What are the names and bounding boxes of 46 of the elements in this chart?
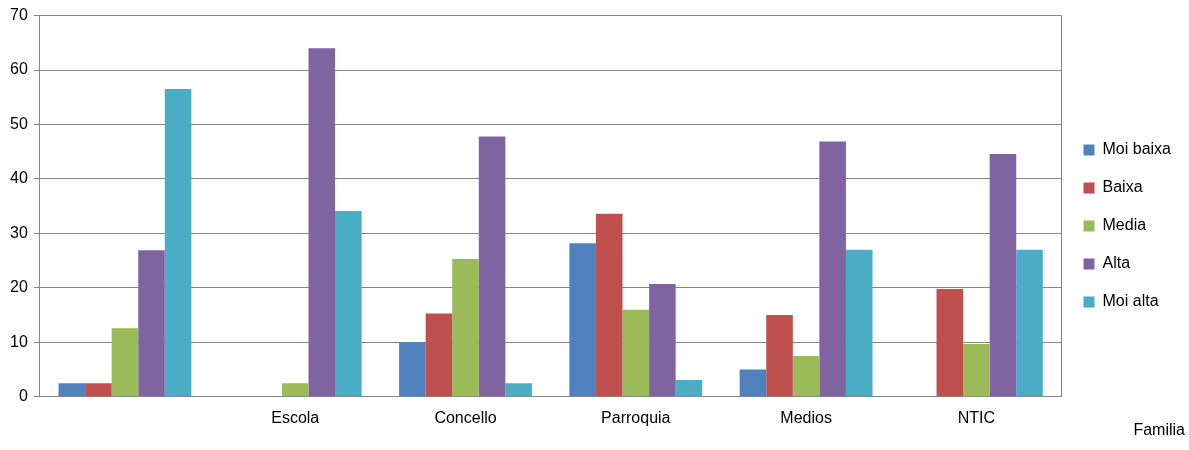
bar <box>963 343 990 397</box>
x-tick-label: Medios <box>780 408 832 426</box>
bar <box>111 328 139 397</box>
legend-label: Baixa <box>1102 178 1143 196</box>
bar <box>739 369 767 397</box>
bar <box>766 315 793 397</box>
bar <box>85 383 112 397</box>
bar <box>649 284 676 397</box>
bar <box>792 355 820 397</box>
bar <box>936 288 964 397</box>
bar <box>335 211 362 397</box>
y-tick-label: 50 <box>10 114 28 132</box>
bar <box>164 89 192 397</box>
y-tick-label: 20 <box>10 278 28 296</box>
bar <box>845 249 873 397</box>
y-tick-label: 30 <box>10 223 28 241</box>
bar <box>58 383 86 397</box>
y-tick-label: 70 <box>10 6 28 24</box>
bar <box>675 379 703 397</box>
bar <box>569 243 596 397</box>
bar <box>281 383 309 397</box>
bar <box>138 250 165 397</box>
y-tick-label: 10 <box>10 332 28 350</box>
legend-label: Moi alta <box>1102 292 1159 310</box>
bar <box>452 259 479 397</box>
text: Familia <box>1133 421 1186 439</box>
x-tick-label: Concello <box>434 408 497 426</box>
bar <box>399 342 426 397</box>
y-tick-label: 40 <box>10 169 28 187</box>
x-tick-label: Parroquia <box>601 408 671 426</box>
bar <box>308 48 336 397</box>
x-tick-label: NTIC <box>957 408 996 426</box>
bar <box>819 141 846 397</box>
bar <box>478 136 506 397</box>
bar <box>1016 249 1043 397</box>
legend-label: Alta <box>1102 254 1131 272</box>
bar <box>989 153 1017 397</box>
bar <box>425 313 453 397</box>
bar <box>595 213 623 397</box>
legend-label: Media <box>1102 216 1147 234</box>
y-tick-label: 60 <box>10 60 28 78</box>
x-tick-label: Escola <box>271 408 320 426</box>
bar <box>505 383 532 397</box>
legend-label: Moi baixa <box>1102 140 1172 158</box>
y-tick-label: 0 <box>18 387 28 405</box>
bar <box>622 309 650 397</box>
